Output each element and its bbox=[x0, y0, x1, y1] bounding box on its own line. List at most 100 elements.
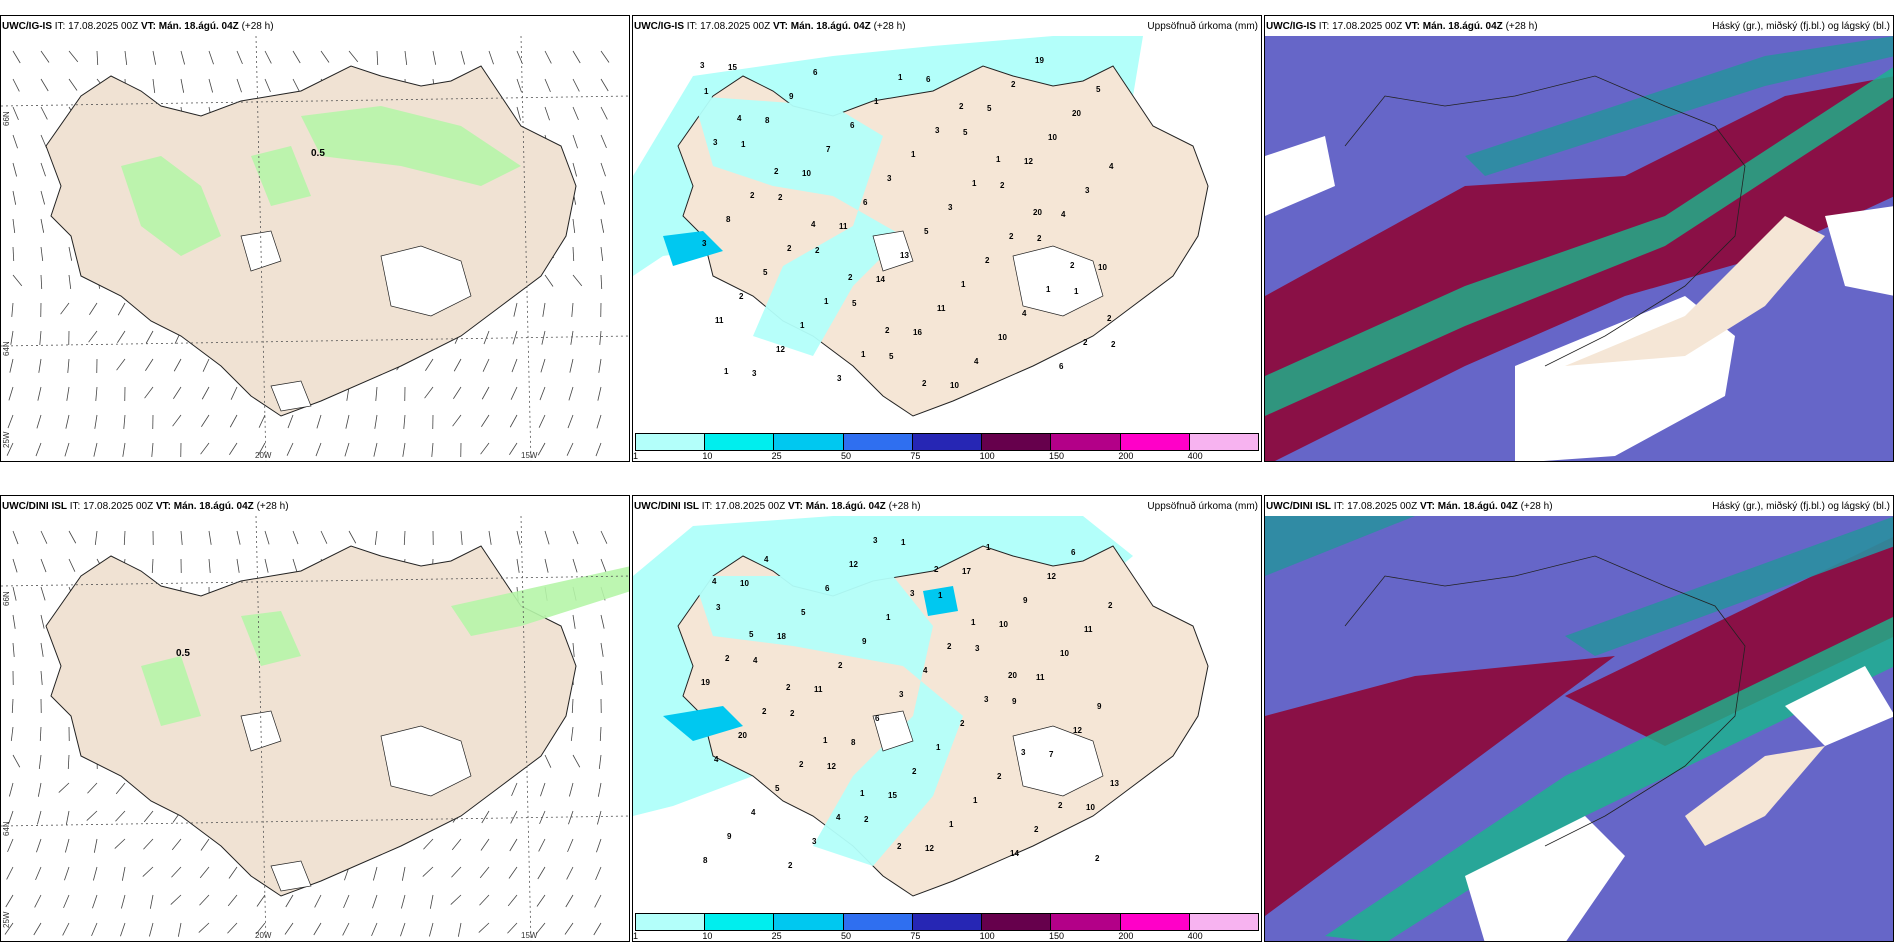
precip-value: 5 bbox=[775, 784, 780, 793]
precip-strong bbox=[663, 586, 958, 741]
wind-barb bbox=[228, 866, 238, 879]
precip-value: 2 bbox=[838, 661, 843, 670]
wind-barb bbox=[180, 78, 185, 93]
colorbar-segment bbox=[843, 434, 913, 450]
precip-value: 9 bbox=[1097, 702, 1102, 711]
precip-value: 10 bbox=[1048, 133, 1057, 142]
wind-barb bbox=[88, 330, 98, 343]
wind-barb bbox=[544, 78, 551, 93]
wind-barb bbox=[96, 50, 99, 66]
precip-value: 4 bbox=[923, 666, 928, 675]
wind-barb bbox=[516, 78, 522, 93]
precip-value: 2 bbox=[1107, 314, 1112, 323]
precip-value: 4 bbox=[1022, 309, 1027, 318]
contour-label: 0.5 bbox=[176, 648, 190, 659]
precip-value: 10 bbox=[950, 381, 959, 390]
wind-barb bbox=[38, 754, 42, 769]
wind-barb bbox=[40, 246, 44, 261]
wind-map: 0.5 bbox=[1, 516, 629, 941]
wind-barb bbox=[200, 442, 210, 455]
wind-barb bbox=[376, 50, 379, 66]
wind-barb bbox=[171, 838, 182, 851]
precip-value: 2 bbox=[815, 246, 820, 255]
map-panel-clouds-ig: UWC/IG-IS IT: 17.08.2025 00Z VT: Mán. 18… bbox=[1264, 15, 1894, 462]
wind-barb bbox=[8, 810, 14, 825]
wind-barb bbox=[37, 386, 42, 401]
wind-barb bbox=[173, 358, 182, 372]
precip-value: 12 bbox=[925, 844, 934, 853]
wind-barb bbox=[230, 386, 238, 400]
precip-value: 12 bbox=[849, 560, 858, 569]
wind-barb bbox=[600, 134, 607, 149]
wind-barb bbox=[478, 922, 490, 933]
wind-barb bbox=[256, 894, 266, 907]
wind-barb bbox=[40, 106, 48, 120]
precip-value: 2 bbox=[864, 815, 869, 824]
precip-value: 4 bbox=[753, 656, 758, 665]
map-panel-clouds-dini: UWC/DINI ISL IT: 17.08.2025 00Z VT: Mán.… bbox=[1264, 495, 1894, 942]
colorbar-label: 200 bbox=[1118, 931, 1134, 941]
wind-barb bbox=[89, 302, 98, 315]
precip-value: 18 bbox=[777, 632, 786, 641]
wind-barb bbox=[12, 162, 18, 177]
wind-barb bbox=[40, 134, 47, 149]
precip-value: 9 bbox=[862, 637, 867, 646]
wind-barb bbox=[511, 782, 518, 797]
map-panel-precip-dini: UWC/DINI ISL IT: 17.08.2025 00Z VT: Mán.… bbox=[632, 495, 1262, 942]
wind-barb bbox=[12, 614, 16, 629]
wind-barb bbox=[65, 810, 70, 825]
wind-barb bbox=[152, 78, 156, 93]
wind-barb bbox=[8, 782, 14, 797]
wind-barb bbox=[600, 50, 610, 63]
wind-barb bbox=[539, 386, 546, 401]
precip-value: 14 bbox=[1010, 849, 1019, 858]
wind-barb bbox=[236, 78, 242, 93]
wind-barb bbox=[170, 894, 182, 905]
wind-barb bbox=[11, 698, 14, 714]
precip-value: 2 bbox=[774, 167, 779, 176]
wind-barb bbox=[544, 530, 550, 545]
wind-barb bbox=[315, 442, 322, 457]
panel-subtitle: Háský (gr.), miðský (fj.bl.) og lágský (… bbox=[1712, 501, 1890, 512]
wind-barb bbox=[572, 134, 578, 149]
precip-value: 20 bbox=[1072, 109, 1081, 118]
precip-value: 4 bbox=[712, 577, 717, 586]
precip-value: 3 bbox=[713, 138, 718, 147]
wind-barb bbox=[564, 922, 574, 935]
wind-barb bbox=[479, 866, 490, 879]
precip-value: 8 bbox=[765, 116, 770, 125]
wind-barb bbox=[40, 190, 46, 205]
wind-barb bbox=[264, 530, 270, 545]
wind-barb bbox=[600, 558, 607, 573]
wind-barb bbox=[400, 922, 406, 937]
wind-barb bbox=[598, 754, 602, 769]
wind-barb bbox=[572, 78, 580, 92]
colorbar-label: 150 bbox=[1049, 451, 1065, 461]
precip-value: 2 bbox=[947, 642, 952, 651]
wind-barb bbox=[568, 782, 574, 797]
wind-barb bbox=[142, 866, 154, 877]
precip-value: 19 bbox=[1035, 56, 1044, 65]
precip-value: 6 bbox=[1071, 548, 1076, 557]
precip-value: 6 bbox=[926, 75, 931, 84]
precip-value: 7 bbox=[826, 145, 831, 154]
clear-area bbox=[1265, 136, 1893, 461]
wind-barb bbox=[10, 726, 14, 741]
wind-barb bbox=[481, 386, 490, 400]
wind-barb bbox=[37, 782, 42, 797]
precip-value: 11 bbox=[1084, 625, 1093, 634]
panel-title: UWC/DINI ISL IT: 17.08.2025 00Z VT: Mán.… bbox=[1266, 501, 1553, 512]
precip-value: 1 bbox=[972, 179, 977, 188]
wind-barb bbox=[40, 218, 45, 233]
wind-barb bbox=[151, 442, 154, 457]
wind-barb bbox=[600, 78, 609, 92]
precip-value: 2 bbox=[912, 767, 917, 776]
panel-subtitle: Uppsöfnuð úrkoma (mm) bbox=[1147, 501, 1258, 512]
panel-subtitle: Háský (gr.), miðský (fj.bl.) og lágský (… bbox=[1712, 21, 1890, 32]
land-visible bbox=[1685, 746, 1825, 846]
wind-barb bbox=[453, 386, 462, 399]
precip-value: 2 bbox=[786, 683, 791, 692]
wind-barb bbox=[571, 302, 574, 317]
wind-barb bbox=[148, 922, 154, 937]
wind-barb bbox=[373, 442, 378, 457]
